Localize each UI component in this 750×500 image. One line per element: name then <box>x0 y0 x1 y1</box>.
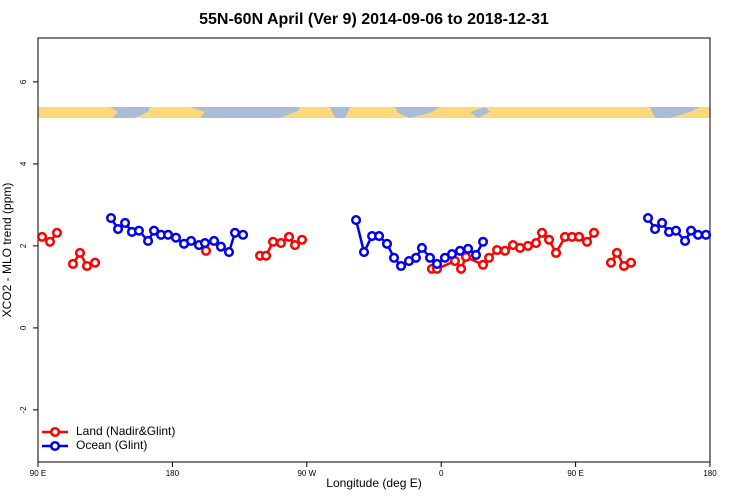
chart-title: 55N-60N April (Ver 9) 2014-09-06 to 2018… <box>199 11 549 28</box>
data-point <box>170 232 182 243</box>
data-point <box>649 224 661 235</box>
data-point <box>456 263 467 274</box>
data-point <box>36 231 48 242</box>
data-point <box>199 237 211 249</box>
data-point <box>431 258 443 269</box>
data-point <box>499 245 511 256</box>
data-point <box>670 225 682 236</box>
data-point <box>611 247 623 258</box>
data-point <box>424 252 436 263</box>
data-point <box>477 259 489 270</box>
data-point <box>700 229 712 240</box>
data-point <box>530 237 542 249</box>
data-point <box>543 234 555 245</box>
data-point <box>215 241 226 252</box>
data-point <box>120 217 131 228</box>
data-point <box>223 247 235 258</box>
data-point <box>693 229 704 240</box>
data-point <box>492 244 503 256</box>
data-point <box>51 227 63 238</box>
y-tick-label: 6 <box>19 79 28 84</box>
x-tick-label: 90 E <box>567 469 583 478</box>
data-point <box>625 257 637 268</box>
data-point <box>268 236 279 247</box>
data-point <box>89 257 101 268</box>
data-point <box>642 212 654 224</box>
y-axis-label: XCO2 - MLO trend (ppm) <box>0 183 14 318</box>
x-tick-label: 180 <box>703 469 717 478</box>
x-tick-label: 0 <box>439 469 444 478</box>
data-point <box>470 249 482 260</box>
legend-label: Land (Nadir&Glint) <box>76 424 175 438</box>
x-tick-label: 90 E <box>30 469 46 478</box>
data-point <box>680 235 691 247</box>
data-point <box>477 236 489 247</box>
data-point <box>186 235 197 247</box>
data-point <box>112 224 124 235</box>
data-point <box>275 237 287 249</box>
x-tick-label: 180 <box>166 469 180 478</box>
data-point <box>163 229 174 240</box>
plot-frame <box>37 37 711 463</box>
data-point <box>374 231 385 242</box>
data-point <box>454 245 466 256</box>
legend-label: Ocean (Glint) <box>76 438 147 452</box>
data-point <box>283 231 295 242</box>
map-strip <box>38 107 710 118</box>
y-tick-label: 2 <box>19 243 28 248</box>
data-point <box>395 260 407 272</box>
data-point <box>74 247 86 258</box>
y-tick-label: -2 <box>19 406 28 414</box>
data-point <box>388 252 400 263</box>
data-point <box>358 247 370 258</box>
y-tick-label: 4 <box>19 161 28 166</box>
x-axis-label: Longitude (deg E) <box>326 476 421 490</box>
data-point <box>229 227 241 238</box>
data-point <box>260 250 272 261</box>
y-tick-label: 0 <box>19 325 28 330</box>
data-point <box>67 258 78 269</box>
data-point <box>148 225 160 236</box>
data-point <box>446 249 458 260</box>
data-point <box>588 227 600 238</box>
data-point <box>351 215 362 226</box>
data-point <box>296 234 308 245</box>
data-point <box>200 245 212 256</box>
data-point <box>410 252 422 263</box>
data-point <box>381 238 393 249</box>
data-point <box>133 225 144 236</box>
data-point <box>605 257 617 268</box>
data-point <box>209 235 220 247</box>
data-point <box>522 240 534 251</box>
data-point <box>483 252 495 263</box>
data-point <box>237 229 249 240</box>
data-point <box>685 225 697 236</box>
data-point <box>573 231 585 242</box>
data-point <box>463 243 474 254</box>
data-point <box>657 217 668 228</box>
legend-marker <box>49 426 61 438</box>
data-point <box>44 236 55 247</box>
data-point <box>416 242 427 253</box>
data-point <box>105 212 117 224</box>
data-point <box>514 242 526 253</box>
data-point <box>536 227 548 238</box>
data-point <box>289 240 301 251</box>
data-point <box>143 235 154 247</box>
data-point <box>81 260 93 272</box>
legend-marker <box>49 440 61 452</box>
data-point <box>550 247 562 258</box>
data-point <box>581 236 592 247</box>
x-tick-label: 90 W <box>297 469 316 478</box>
